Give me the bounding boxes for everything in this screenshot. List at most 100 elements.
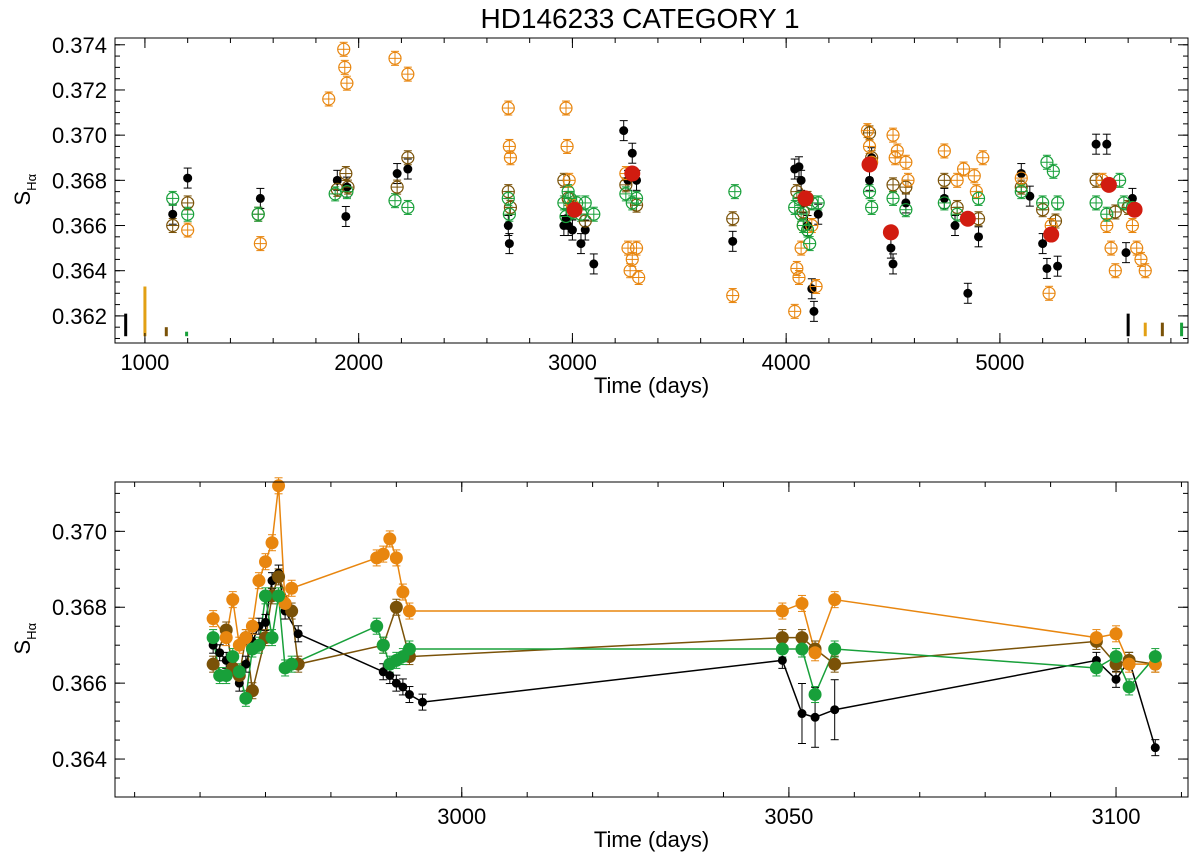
data-point xyxy=(888,259,898,269)
mean-point xyxy=(566,201,583,218)
data-point xyxy=(258,555,272,569)
data-point xyxy=(389,600,403,614)
data-point xyxy=(376,638,390,652)
data-point xyxy=(332,175,342,185)
x-tick-label: 4000 xyxy=(762,350,811,375)
data-point xyxy=(418,697,428,707)
data-point xyxy=(1122,657,1136,671)
y-tick-label: 0.372 xyxy=(52,78,107,103)
data-point xyxy=(794,162,804,172)
data-point xyxy=(775,631,789,645)
top-panel: 1000 2000 3000 4000 5000 0.362 0.364 0.366 0.368… xyxy=(10,33,1189,398)
data-point xyxy=(215,648,225,658)
data-point xyxy=(206,631,220,645)
top-y-label-sub: Hα xyxy=(24,173,39,190)
data-point xyxy=(389,551,403,565)
top-ticks: 1000 2000 3000 4000 5000 0.362 0.364 0.366 0.368… xyxy=(52,33,1188,375)
data-point xyxy=(403,164,413,174)
data-point xyxy=(1089,661,1103,675)
top-y-label-main: S xyxy=(10,191,35,206)
data-point xyxy=(808,646,822,660)
data-point xyxy=(813,209,823,219)
data-point xyxy=(775,642,789,656)
data-point xyxy=(383,532,397,546)
top-y-axis-label: SHα xyxy=(10,173,39,205)
x-tick-label: 3000 xyxy=(437,804,486,829)
mean-point xyxy=(882,224,899,241)
y-tick-label: 0.364 xyxy=(52,259,107,284)
data-point xyxy=(1109,650,1123,664)
data-point xyxy=(974,232,984,242)
data-point xyxy=(239,631,253,645)
top-marks xyxy=(166,42,1152,318)
mean-point xyxy=(959,210,976,227)
data-point xyxy=(504,239,514,249)
data-point xyxy=(627,148,637,158)
bottom-marks xyxy=(206,479,1162,753)
data-point xyxy=(183,173,193,183)
data-point xyxy=(392,169,402,179)
data-point xyxy=(775,604,789,618)
data-point xyxy=(168,209,178,219)
data-point xyxy=(265,631,279,645)
data-point xyxy=(1089,631,1103,645)
data-point xyxy=(402,642,416,656)
data-point xyxy=(1053,261,1063,271)
data-point xyxy=(402,604,416,618)
data-point xyxy=(901,198,911,208)
top-error-bars xyxy=(168,41,1150,322)
y-tick-label: 0.366 xyxy=(52,671,107,696)
data-point xyxy=(1109,627,1123,641)
series-line xyxy=(212,485,1156,665)
data-point xyxy=(272,479,286,493)
data-point xyxy=(950,221,960,231)
data-point xyxy=(1122,680,1136,694)
data-point xyxy=(293,629,303,639)
data-point xyxy=(795,631,809,645)
x-tick-label: 2000 xyxy=(334,350,383,375)
chart-title: HD146233 CATEGORY 1 xyxy=(480,3,799,34)
data-point xyxy=(886,243,896,253)
data-point xyxy=(260,617,270,627)
data-point xyxy=(808,688,822,702)
data-point xyxy=(810,712,820,722)
data-point xyxy=(828,657,842,671)
data-point xyxy=(963,288,973,298)
data-point xyxy=(1042,263,1052,273)
x-tick-label: 3050 xyxy=(764,804,813,829)
data-point xyxy=(226,593,240,607)
data-point xyxy=(206,657,220,671)
bottom-panel: 3000 3050 3100 0.364 0.366 0.368 0.370 Time (d… xyxy=(10,477,1189,852)
data-point xyxy=(219,669,233,683)
data-point xyxy=(252,574,266,588)
x-tick-label: 1000 xyxy=(120,350,169,375)
top-scale-bars xyxy=(124,286,1184,337)
data-point xyxy=(255,193,265,203)
data-point xyxy=(232,665,246,679)
y-tick-label: 0.370 xyxy=(52,123,107,148)
data-point xyxy=(1127,193,1137,203)
data-point xyxy=(728,236,738,246)
data-point xyxy=(830,705,840,715)
series-line xyxy=(212,571,1157,748)
y-tick-label: 0.364 xyxy=(52,747,107,772)
bottom-y-label-sub: Hα xyxy=(24,622,39,639)
data-point xyxy=(939,193,949,203)
mean-point xyxy=(1126,201,1143,218)
data-point xyxy=(398,682,408,692)
data-point xyxy=(265,536,279,550)
data-point xyxy=(797,709,807,719)
bottom-y-axis-label: SHα xyxy=(10,622,39,654)
data-point xyxy=(796,175,806,185)
data-point xyxy=(391,678,401,688)
data-point xyxy=(777,655,787,665)
data-point xyxy=(828,593,842,607)
data-point xyxy=(1148,650,1162,664)
data-point xyxy=(619,126,629,136)
data-point xyxy=(589,259,599,269)
y-tick-label: 0.368 xyxy=(52,168,107,193)
mean-point xyxy=(1100,176,1117,193)
data-point xyxy=(404,690,414,700)
data-point xyxy=(865,175,875,185)
data-point xyxy=(285,657,299,671)
